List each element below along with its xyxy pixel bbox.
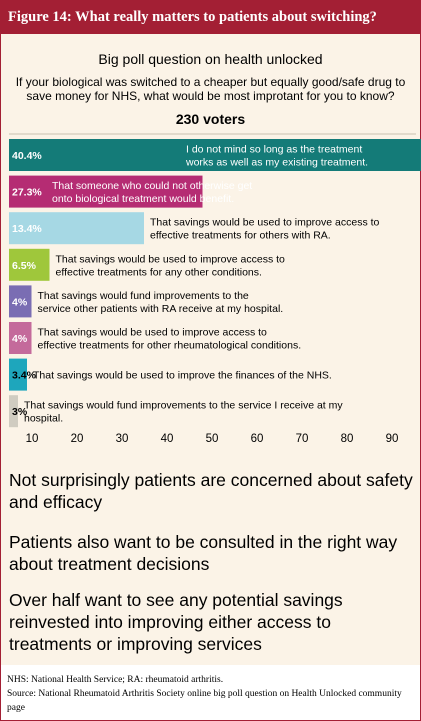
x-tick-label-40: 40 [161,433,174,445]
bar-category-label-1-line-1: I do not mind so long as the treatment [186,144,362,156]
bar-value-label-5: 4% [12,296,28,308]
finding-reinvestment: Over half want to see any potential savi… [9,590,343,654]
bar-category-label-6-line-1: That savings would be used to improve ac… [38,327,268,339]
bar-6 [9,322,32,354]
x-tick-label-60: 60 [251,433,264,445]
bar-1 [9,139,421,171]
bar-category-label-7-line-1: That savings would be used to improve th… [33,370,332,382]
bar-value-label-3: 13.4% [12,223,42,235]
bar-category-label-4-line-2: effective treatments for any other condi… [56,266,262,278]
bar-2 [9,175,203,208]
bar-5 [9,285,32,318]
bar-value-label-8: 3% [12,406,28,418]
poll-bar-chart: 40.4% I do not mind so long as the treatm… [9,133,421,445]
bar-category-label-3-line-2: effective treatments for others with RA. [150,230,331,242]
x-tick-label-90: 90 [386,433,399,445]
finding-safety: Not surprisingly patients are concerned … [9,470,413,512]
finding-consultation: Patients also want to be consulted in th… [9,532,398,574]
bar-7 [9,358,27,391]
bar-category-label-8-line-1: That savings would fund improvements to … [24,400,343,412]
bar-category-label-5-line-1: That savings would fund improvements to … [38,290,249,302]
x-tick-label-20: 20 [71,433,84,445]
bar-category-label-2-line-1: That someone who could not otherwise get [52,180,252,192]
bar-category-label-8-line-2: hospital. [24,413,63,425]
poll-question: If your biological was switched to a che… [15,75,406,103]
figure-footer: NHS: National Health Service; RA: rheuma… [7,673,415,715]
bar-category-label-2-line-2: onto biological treatment would benefit. [52,193,234,205]
voter-count: 230 voters [175,111,246,127]
bar-category-label-1-line-2: works as well as my existing treatment. [185,157,368,169]
x-tick-label-50: 50 [206,433,219,445]
abbreviations-note: NHS: National Health Service; RA: rheuma… [7,675,224,685]
bar-category-label-3-line-1: That savings would be used to improve ac… [150,217,380,229]
bar-category-label-6-line-2: effective treatments for other rheumatol… [38,340,302,352]
bar-8 [9,395,18,428]
bar-value-label-2: 27.3% [12,187,42,199]
poll-subtitle: Big poll question on health unlocked [98,51,323,67]
x-tick-label-10: 10 [26,433,39,445]
bar-3 [9,212,144,245]
x-tick-label-80: 80 [341,433,354,445]
x-tick-label-70: 70 [296,433,309,445]
bar-value-label-4: 6.5% [12,260,37,272]
bar-value-label-6: 4% [12,333,28,345]
figure-title: Figure 14: What really matters to patien… [0,0,421,34]
source-note: Source: National Rheumatoid Arthritis So… [7,689,402,713]
bar-value-label-1: 40.4% [12,150,42,162]
bar-category-label-5-line-2: service other patients with RA receive a… [38,303,284,315]
x-tick-label-30: 30 [116,433,129,445]
bar-category-label-4-line-1: That savings would be used to improve ac… [56,253,286,265]
bar-value-label-7: 3.4% [12,370,37,382]
bar-4 [9,248,50,281]
